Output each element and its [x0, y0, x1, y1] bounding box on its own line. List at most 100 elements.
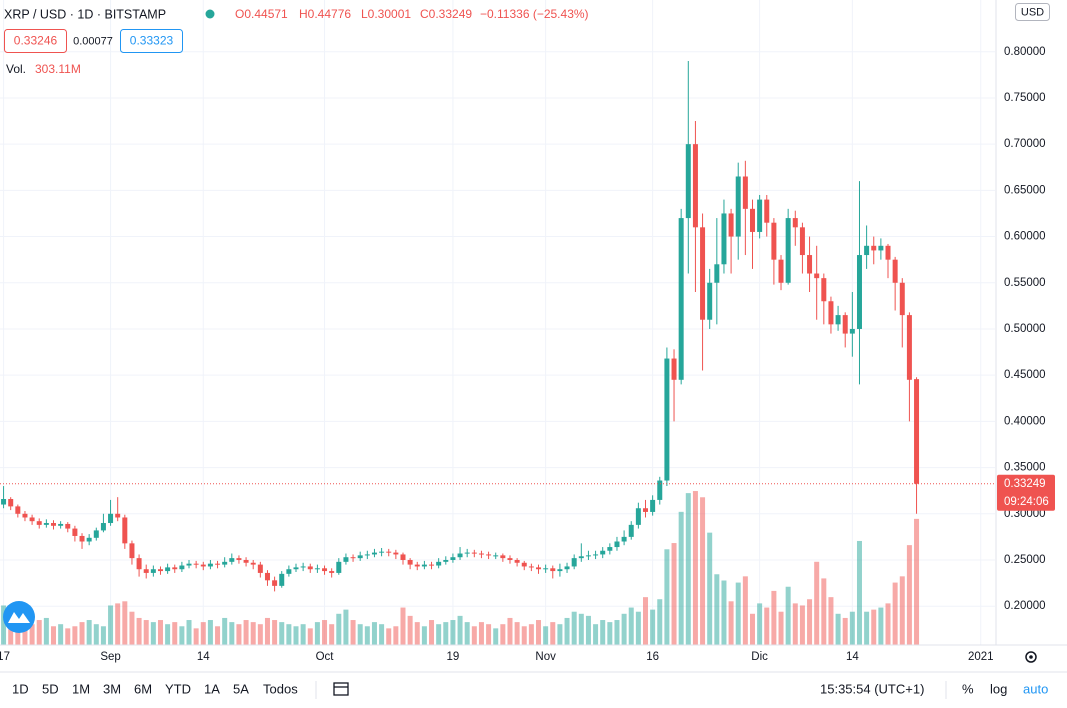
volume-bar — [521, 626, 527, 645]
volume-bar — [849, 611, 855, 645]
range-button[interactable]: 1M — [72, 681, 90, 696]
volume-bar — [486, 624, 492, 645]
volume-bar — [414, 622, 420, 645]
candle-body — [578, 556, 584, 559]
candle-body — [29, 517, 35, 522]
volume-bar — [257, 624, 263, 645]
volume-bar — [593, 624, 599, 645]
candle-body — [742, 176, 748, 209]
candle-body — [150, 569, 156, 573]
range-button[interactable]: 1D — [12, 681, 29, 696]
candle-body — [593, 554, 599, 556]
range-button[interactable]: YTD — [165, 681, 191, 696]
volume-bar — [193, 628, 199, 645]
candle-body — [493, 555, 499, 557]
volume-bar — [792, 603, 798, 645]
volume-bar — [735, 582, 741, 645]
clock[interactable]: 15:35:54 (UTC+1) — [820, 681, 924, 696]
gear-center[interactable] — [1029, 655, 1033, 659]
candle-body — [864, 245, 870, 256]
buy-button[interactable] — [120, 29, 183, 53]
candle-body — [15, 506, 21, 514]
x-tick-label: Oct — [316, 651, 335, 663]
volume-layer — [1, 491, 920, 645]
volume-bar — [300, 624, 306, 645]
volume-bar — [22, 628, 28, 645]
calendar[interactable] — [333, 682, 349, 696]
volume-bar — [671, 543, 677, 645]
logo[interactable] — [3, 601, 35, 633]
sell-button[interactable] — [4, 29, 67, 53]
candle-body — [371, 552, 377, 555]
range-button[interactable]: 6M — [134, 681, 152, 696]
symbol[interactable]: XRP / USD · 1D · BITSTAMP — [4, 7, 166, 21]
log-toggle[interactable]: log — [990, 681, 1007, 696]
volume-bar — [108, 605, 114, 645]
y-tick-label: 0.70000 — [1004, 138, 1046, 150]
toolbar: 1D 5D 1M 3M 6M YTD 1A 5A Todos 15:35:54 … — [12, 681, 1048, 699]
volume-bar — [364, 626, 370, 645]
candle-body — [36, 521, 42, 525]
candle-body — [100, 523, 106, 531]
bid-price[interactable]: 0.33246 — [14, 34, 58, 48]
x-tick-label: 14 — [846, 651, 859, 663]
volume-bar — [393, 626, 399, 645]
candle-body — [400, 554, 406, 560]
volume-bar — [286, 624, 292, 645]
gear[interactable] — [1025, 651, 1037, 663]
volume-bar — [350, 620, 356, 645]
volume-bar — [443, 622, 449, 645]
volume-bar — [307, 628, 313, 645]
logo-shape[interactable] — [8, 612, 30, 623]
volume-bar — [700, 497, 706, 645]
range-button[interactable]: Todos — [263, 681, 298, 696]
legend-open: O0.44571 — [235, 7, 288, 21]
legend-close: C0.33249 — [420, 7, 472, 21]
volume-bar — [628, 607, 634, 645]
legend-high: H0.44776 — [299, 7, 351, 21]
candle-body — [728, 213, 734, 237]
volume-bar — [571, 611, 577, 645]
candle-body — [93, 530, 99, 538]
candle-body — [272, 580, 278, 586]
ask-price[interactable]: 0.33323 — [130, 34, 174, 48]
currency[interactable]: USD — [1021, 6, 1044, 18]
range-button[interactable]: 5A — [233, 681, 249, 696]
volume-bar — [578, 613, 584, 645]
candle-layer — [0, 60, 995, 592]
volume-bar — [122, 601, 128, 645]
auto-toggle[interactable]: auto — [1023, 681, 1048, 696]
volume-bar — [93, 624, 99, 645]
volume-bar — [664, 549, 670, 645]
candle-body — [393, 552, 399, 555]
settings-icon[interactable] — [1025, 651, 1037, 663]
candle-body — [386, 551, 392, 553]
date-range-icon[interactable] — [333, 682, 349, 696]
volume-bar — [136, 617, 142, 645]
candle-body — [878, 245, 884, 251]
candle-body — [379, 551, 385, 553]
volume-bar — [464, 622, 470, 645]
range-button[interactable]: 1A — [204, 681, 220, 696]
candle-body — [550, 568, 556, 572]
range-button[interactable]: 3M — [103, 681, 121, 696]
volume-bar — [400, 607, 406, 645]
range-button[interactable]: 5D — [42, 681, 59, 696]
candle-body — [564, 566, 570, 570]
percent-toggle[interactable]: % — [962, 681, 974, 696]
candle-body — [436, 561, 442, 566]
candle-body — [621, 536, 627, 542]
candle-body — [79, 535, 85, 542]
y-tick-label: 0.25000 — [1004, 554, 1046, 566]
logo-circle[interactable] — [3, 601, 35, 633]
volume-bar — [172, 622, 178, 645]
volume-bar — [200, 622, 206, 645]
volume-bar — [243, 620, 249, 645]
candle-body — [108, 513, 114, 524]
volume-bar — [471, 626, 477, 645]
volume-bar — [814, 561, 820, 645]
currency-button[interactable] — [1015, 3, 1050, 21]
volume-bar — [536, 620, 542, 645]
volume-bar — [828, 597, 834, 645]
